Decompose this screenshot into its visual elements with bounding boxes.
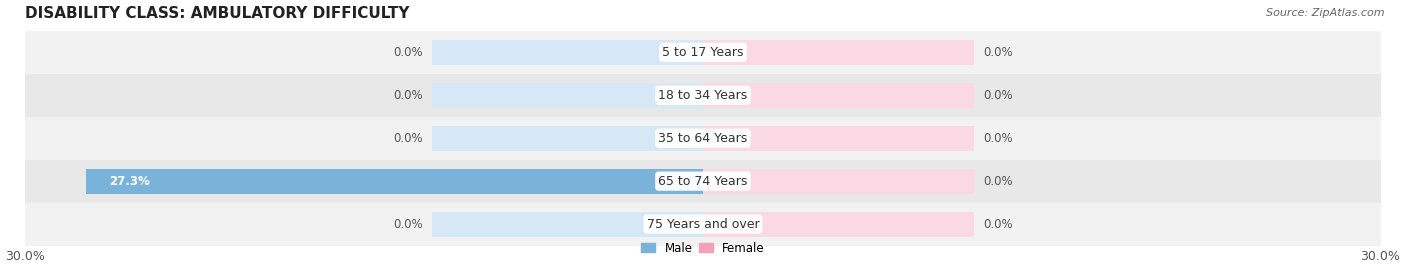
Bar	[703, 83, 974, 108]
Text: 0.0%: 0.0%	[983, 132, 1012, 145]
Bar	[25, 117, 1381, 160]
Bar	[25, 74, 1381, 117]
Bar	[25, 160, 1381, 203]
Text: DISABILITY CLASS: AMBULATORY DIFFICULTY: DISABILITY CLASS: AMBULATORY DIFFICULTY	[25, 6, 411, 20]
Text: 18 to 34 Years: 18 to 34 Years	[658, 89, 748, 102]
Bar	[432, 40, 703, 65]
Bar	[25, 203, 1381, 246]
Bar	[703, 169, 974, 194]
Text: 0.0%: 0.0%	[394, 46, 423, 59]
Bar	[432, 169, 703, 194]
Bar	[703, 126, 974, 151]
Bar	[703, 40, 974, 65]
Text: 75 Years and over: 75 Years and over	[647, 218, 759, 231]
Text: 0.0%: 0.0%	[983, 175, 1012, 187]
Bar	[86, 169, 703, 194]
Text: 0.0%: 0.0%	[983, 89, 1012, 102]
Text: 35 to 64 Years: 35 to 64 Years	[658, 132, 748, 145]
Text: 0.0%: 0.0%	[394, 89, 423, 102]
Bar	[25, 31, 1381, 74]
Bar	[432, 212, 703, 236]
Text: 0.0%: 0.0%	[983, 218, 1012, 231]
Bar	[703, 212, 974, 236]
Text: 65 to 74 Years: 65 to 74 Years	[658, 175, 748, 187]
Text: 0.0%: 0.0%	[983, 46, 1012, 59]
Text: 0.0%: 0.0%	[394, 132, 423, 145]
Text: Source: ZipAtlas.com: Source: ZipAtlas.com	[1267, 8, 1385, 18]
Text: 5 to 17 Years: 5 to 17 Years	[662, 46, 744, 59]
Legend: Male, Female: Male, Female	[637, 237, 769, 259]
Text: 27.3%: 27.3%	[110, 175, 150, 187]
Text: 0.0%: 0.0%	[394, 218, 423, 231]
Bar	[432, 83, 703, 108]
Bar	[432, 126, 703, 151]
